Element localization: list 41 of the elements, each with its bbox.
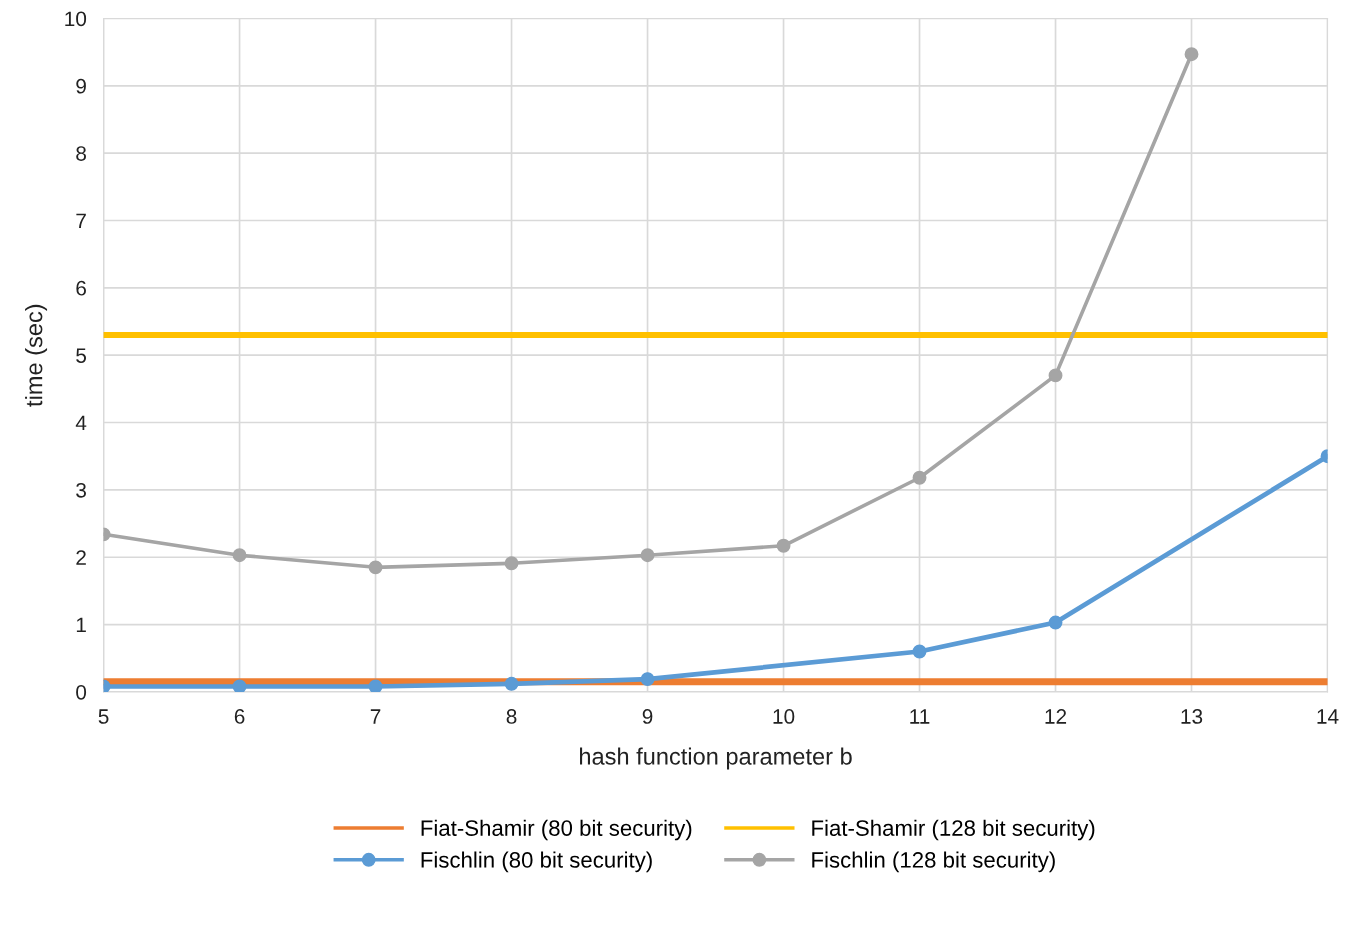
point — [640, 548, 655, 563]
x-tick-label: 12 — [1045, 709, 1067, 724]
y-axis-title: time (sec) — [25, 304, 48, 407]
x-tick-label: 14 — [1317, 709, 1339, 724]
point — [368, 560, 383, 575]
legend-label: Fischlin (80 bit security) — [421, 851, 652, 873]
point — [1048, 368, 1063, 383]
x-tick-label: 11 — [910, 709, 930, 724]
point — [504, 676, 519, 691]
y-tick-label: 8 — [76, 146, 86, 161]
legend-label: Fischlin (128 bit security) — [812, 851, 1055, 873]
x-tick-label: 7 — [370, 709, 381, 724]
point — [1184, 47, 1199, 62]
y-tick-label: 3 — [76, 482, 86, 498]
legend-label: Fiat-Shamir (80 bit security) — [421, 819, 692, 841]
point — [1048, 615, 1063, 630]
x-tick-label: 9 — [642, 709, 653, 724]
point — [912, 644, 927, 659]
y-tick-label: 9 — [76, 78, 86, 94]
y-tick-label: 5 — [76, 348, 87, 363]
x-tick-label: 10 — [773, 709, 795, 724]
y-tick-label: 10 — [65, 11, 87, 27]
point — [776, 538, 791, 553]
point — [368, 679, 383, 692]
y-tick-label: 7 — [76, 213, 86, 229]
x-tick-label: 5 — [98, 709, 109, 724]
y-tick-label: 6 — [76, 280, 86, 296]
y-tick-label: 4 — [75, 415, 87, 431]
x-tick-label: 13 — [1181, 709, 1203, 724]
y-tick-label: 1 — [76, 617, 86, 633]
x-tick-label: 6 — [234, 709, 245, 724]
point — [912, 470, 927, 485]
point — [232, 679, 247, 692]
point — [504, 556, 519, 571]
x-tick-label: 8 — [506, 709, 517, 724]
x-axis-title: hash function parameter b — [580, 747, 852, 770]
y-tick-label: 2 — [76, 550, 86, 565]
point — [232, 548, 247, 563]
y-tick-label: 0 — [76, 684, 87, 700]
legend-label: Fiat-Shamir (128 bit security) — [812, 819, 1095, 841]
point — [640, 672, 655, 687]
